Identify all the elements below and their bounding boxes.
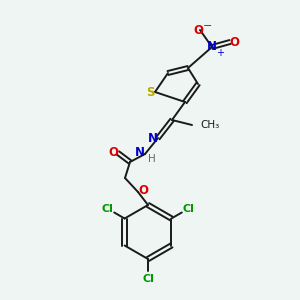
Text: H: H	[148, 154, 156, 164]
Text: N: N	[207, 40, 217, 53]
Text: Cl: Cl	[142, 274, 154, 284]
Text: O: O	[138, 184, 148, 197]
Text: S: S	[146, 86, 154, 100]
Text: O: O	[229, 35, 239, 49]
Text: Cl: Cl	[183, 203, 195, 214]
Text: O: O	[193, 23, 203, 37]
Text: −: −	[203, 21, 213, 31]
Text: Cl: Cl	[101, 203, 113, 214]
Text: CH₃: CH₃	[200, 120, 219, 130]
Text: N: N	[135, 146, 145, 160]
Text: N: N	[148, 131, 158, 145]
Text: +: +	[216, 48, 224, 58]
Text: O: O	[108, 146, 118, 158]
